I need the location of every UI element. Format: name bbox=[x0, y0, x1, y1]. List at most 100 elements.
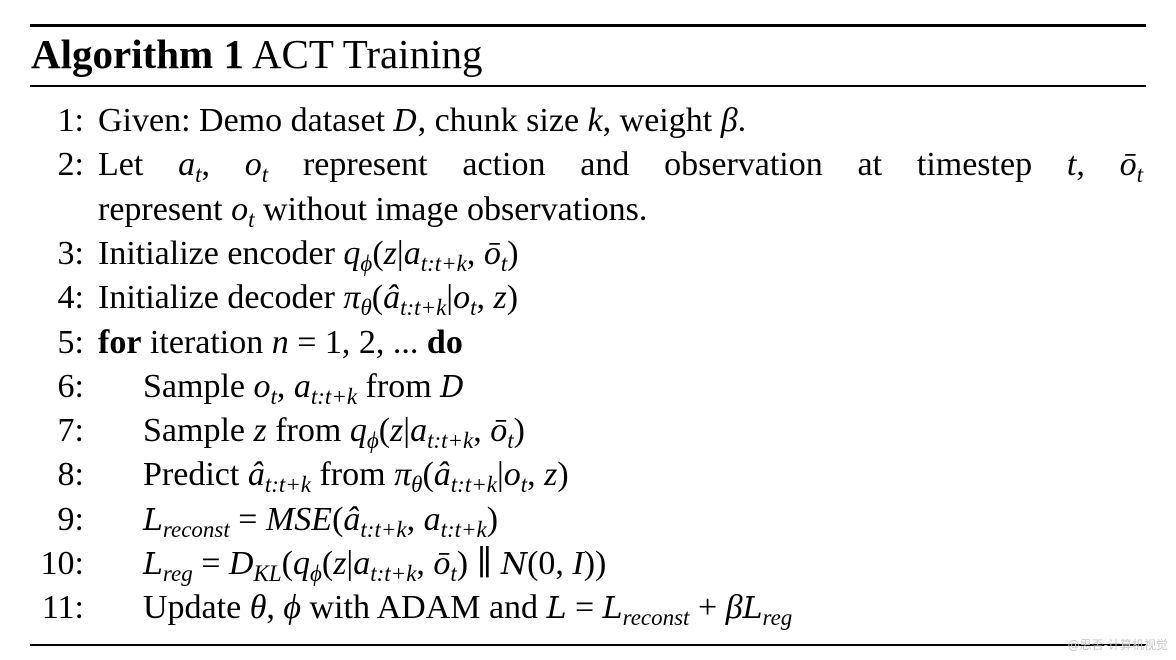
math-segment: z bbox=[390, 412, 404, 450]
math-segment: â bbox=[247, 456, 265, 494]
line-text: Initialize encoder qϕ(z|at:t+k, ōt) bbox=[98, 232, 519, 276]
math-segment: for bbox=[98, 323, 142, 361]
text-segment: = bbox=[229, 500, 266, 538]
watermark: @思否-计算机视觉 bbox=[1067, 638, 1168, 652]
algorithm-bottom-rule bbox=[30, 644, 1146, 646]
math-segment: z bbox=[544, 456, 558, 494]
math-segment: o bbox=[453, 279, 471, 317]
text-segment: Update bbox=[143, 589, 250, 627]
math-segment: a bbox=[353, 545, 371, 582]
math-segment: q bbox=[343, 234, 361, 272]
math-segment: â bbox=[433, 456, 451, 494]
math-segment: KL bbox=[253, 561, 282, 586]
line-text: Sample ot, at:t+k from D bbox=[143, 365, 464, 410]
math-segment: t bbox=[1136, 162, 1144, 188]
math-segment: reconst bbox=[622, 605, 690, 631]
math-segment: z bbox=[383, 234, 397, 272]
line-number: 9: bbox=[57, 500, 84, 538]
math-segment: z bbox=[493, 279, 507, 317]
text-segment: + bbox=[689, 589, 726, 627]
text-segment: ( bbox=[332, 500, 344, 538]
text-segment: )) bbox=[583, 545, 607, 582]
text-segment: ) bbox=[486, 500, 499, 538]
line-text: represent ot without image observations. bbox=[98, 188, 647, 232]
line-number: 1: bbox=[57, 102, 84, 139]
text-segment: ( bbox=[371, 279, 384, 317]
math-segment: t bbox=[520, 472, 528, 498]
math-segment: θ bbox=[411, 472, 423, 498]
line-text: Given: Demo dataset D, chunk size k, wei… bbox=[98, 99, 746, 144]
math-segment: L bbox=[143, 502, 163, 538]
math-segment: θ bbox=[249, 589, 267, 627]
math-segment: t bbox=[261, 162, 269, 188]
text-segment: Given: Demo dataset bbox=[98, 102, 394, 139]
line-text: Sample z from qϕ(z|at:t+k, ōt) bbox=[143, 409, 525, 453]
math-segment: β bbox=[725, 589, 743, 627]
algorithm-top-rule bbox=[30, 24, 1146, 27]
text-segment: ( bbox=[281, 545, 293, 582]
text-segment: ( bbox=[422, 456, 434, 494]
line-text: Let at, ot represent action and observat… bbox=[98, 143, 1143, 187]
math-segment: ō bbox=[483, 234, 501, 272]
math-segment: do bbox=[426, 323, 463, 361]
math-segment: t:t+k bbox=[360, 516, 407, 542]
math-segment: π bbox=[343, 279, 361, 317]
text-segment: , bbox=[266, 589, 284, 627]
text-segment: from bbox=[310, 456, 395, 494]
text-segment: ) bbox=[506, 279, 519, 317]
math-segment: t bbox=[507, 428, 514, 454]
text-segment: Initialize encoder bbox=[98, 234, 344, 272]
math-segment: β bbox=[720, 102, 738, 139]
math-segment: reconst bbox=[162, 516, 230, 542]
line-text: Lreg = DKL(qϕ(z|at:t+k, ōt) ∥ N(0, I)) bbox=[143, 542, 606, 587]
math-segment: o bbox=[244, 146, 262, 184]
line-text: Predict ât:t+k from πθ(ât:t+k|ot, z) bbox=[143, 453, 569, 497]
math-segment: a bbox=[403, 234, 421, 272]
math-segment: ϕ bbox=[366, 428, 379, 454]
math-segment: z bbox=[333, 545, 347, 582]
text-segment: | bbox=[496, 456, 504, 494]
text-segment: Let bbox=[98, 146, 179, 184]
text-segment: Sample bbox=[143, 412, 254, 450]
text-segment: without image observations. bbox=[254, 190, 648, 228]
text-segment: , bbox=[201, 146, 245, 184]
line-number: 11: bbox=[41, 589, 84, 627]
math-segment: â bbox=[383, 279, 401, 317]
line-number: 10: bbox=[40, 545, 84, 582]
text-segment: | bbox=[446, 279, 454, 317]
math-segment: t:t+k bbox=[400, 295, 447, 321]
text-segment: = 1, 2, ... bbox=[288, 323, 427, 361]
math-segment: a bbox=[178, 146, 196, 184]
text-segment: ) bbox=[557, 456, 569, 494]
math-segment: t bbox=[248, 206, 255, 232]
math-segment: t:t+k bbox=[420, 250, 467, 276]
math-segment: z bbox=[253, 412, 267, 450]
text-segment: , bbox=[476, 279, 494, 317]
text-segment: . bbox=[737, 102, 747, 139]
text-segment: ( bbox=[372, 234, 384, 272]
text-segment: , bbox=[473, 412, 491, 450]
math-segment: t:t+k bbox=[450, 472, 497, 498]
math-segment: ϕ bbox=[283, 589, 301, 627]
text-segment: from bbox=[266, 412, 350, 450]
line-number: 3: bbox=[57, 234, 84, 272]
text-segment: , chunk size bbox=[417, 102, 588, 139]
line-text: Initialize decoder πθ(ât:t+k|ot, z) bbox=[98, 276, 518, 320]
math-segment: t:t+k bbox=[264, 472, 311, 498]
math-segment: θ bbox=[360, 295, 372, 321]
math-segment: t:t+k bbox=[370, 561, 417, 586]
text-segment: | bbox=[403, 412, 411, 450]
text-segment: Predict bbox=[143, 456, 248, 494]
algorithm-header-rule bbox=[30, 85, 1146, 87]
text-segment: , bbox=[1076, 146, 1120, 184]
line-text: for iteration n = 1, 2, ... do bbox=[98, 321, 463, 365]
math-segment: t bbox=[1066, 146, 1077, 184]
math-segment: t bbox=[270, 383, 277, 409]
line-number: 5: bbox=[57, 323, 84, 361]
math-segment: o bbox=[503, 456, 521, 494]
text-segment: , bbox=[276, 367, 294, 405]
math-segment: o bbox=[253, 367, 271, 405]
math-segment: t bbox=[195, 162, 202, 188]
text-segment: ( bbox=[321, 545, 334, 582]
math-segment: t bbox=[450, 561, 457, 586]
